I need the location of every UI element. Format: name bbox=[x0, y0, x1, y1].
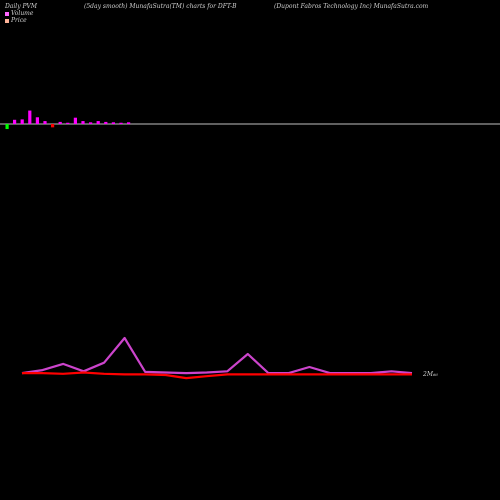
legend-price-swatch bbox=[5, 18, 9, 23]
volume-bar bbox=[127, 122, 131, 124]
legend-volume-swatch bbox=[5, 11, 9, 16]
pvm-panel: 2M₆₆ bbox=[21, 336, 438, 380]
volume-bar bbox=[111, 122, 115, 124]
volume-panel bbox=[0, 110, 500, 130]
volume-bar bbox=[28, 110, 32, 124]
pvm-series-0 bbox=[21, 336, 413, 375]
volume-bar bbox=[119, 122, 123, 124]
legend-price: Price bbox=[5, 17, 27, 24]
volume-bar bbox=[51, 124, 55, 128]
volume-bar bbox=[35, 117, 39, 124]
legend-price-label: Price bbox=[11, 17, 27, 24]
volume-bar bbox=[104, 121, 108, 124]
volume-bar bbox=[43, 121, 47, 124]
volume-bar bbox=[58, 121, 62, 124]
chart-title-left: Daily PVM bbox=[5, 3, 38, 10]
volume-bar bbox=[20, 119, 24, 124]
volume-bar bbox=[73, 117, 77, 124]
volume-bar bbox=[81, 121, 85, 124]
volume-bar bbox=[66, 122, 70, 124]
volume-bar-extra bbox=[5, 124, 9, 130]
last-value-label: 2M₆₆ bbox=[422, 371, 438, 378]
chart-title-center: (5day smooth) MunafaSutra(TM) charts for… bbox=[84, 3, 237, 10]
chart-title-right: (Dupont Fabros Technology Inc) MunafaSut… bbox=[274, 3, 429, 10]
volume-bar bbox=[13, 119, 17, 124]
pvm-series-1 bbox=[22, 371, 412, 380]
legend-volume-label: Volume bbox=[11, 10, 34, 17]
legend-volume: Volume bbox=[5, 10, 33, 17]
volume-bar bbox=[89, 122, 93, 124]
volume-bar bbox=[96, 121, 100, 124]
